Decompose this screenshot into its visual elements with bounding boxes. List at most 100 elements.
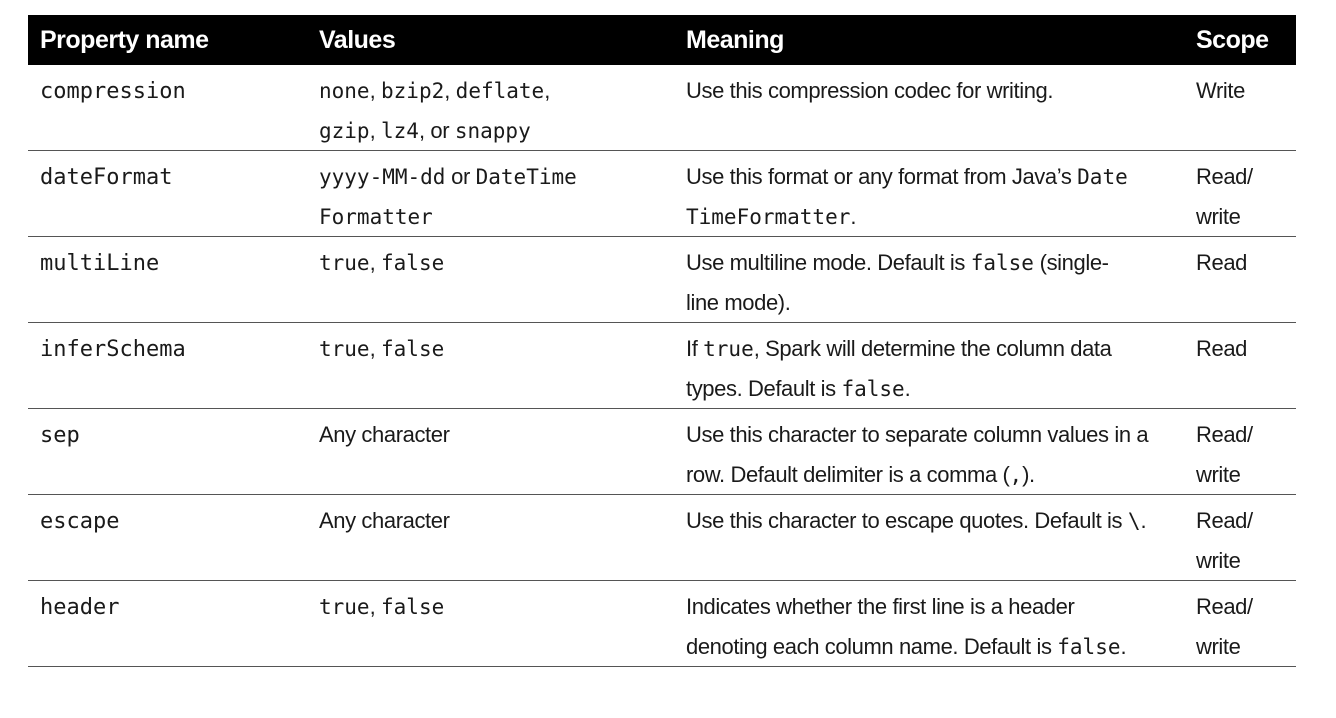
meaning-text: , Spark will determine the column data [753, 336, 1112, 361]
meaning-text: Use multiline mode. Default is [686, 250, 971, 275]
value-code: false [381, 337, 445, 361]
scope-cell: Read [1184, 323, 1296, 408]
table-row: sep Any character Use this character to … [28, 409, 1296, 495]
spark-csv-options-table: Property name Values Meaning Scope compr… [28, 15, 1296, 667]
property-cell: multiLine [28, 237, 307, 322]
value-text: Any character [319, 508, 450, 533]
value-code: true [319, 337, 370, 361]
scope-text: write [1196, 548, 1241, 573]
property-cell: sep [28, 409, 307, 494]
meaning-cell: Use multiline mode. Default is false (si… [674, 237, 1184, 322]
meaning-code: false [970, 251, 1034, 275]
property-cell: compression [28, 65, 307, 150]
property-cell: dateFormat [28, 151, 307, 236]
property-cell: header [28, 581, 307, 666]
value-code: DateTime [475, 165, 577, 189]
values-cell: none, bzip2, deflate, gzip, lz4, or snap… [307, 65, 674, 150]
meaning-code: Date [1077, 165, 1128, 189]
meaning-cell: Use this character to escape quotes. Def… [674, 495, 1184, 580]
meaning-code: true [703, 337, 754, 361]
values-cell: true, false [307, 323, 674, 408]
scope-cell: Write [1184, 65, 1296, 150]
property-name: inferSchema [40, 337, 186, 362]
meaning-text: Use this format or any format from Java’… [686, 164, 1078, 189]
property-name: multiLine [40, 251, 160, 276]
meaning-code: false [1057, 635, 1121, 659]
values-cell: true, false [307, 581, 674, 666]
value-code: false [381, 251, 445, 275]
scope-text: Read [1196, 336, 1247, 361]
meaning-cell: Indicates whether the first line is a he… [674, 581, 1184, 666]
meaning-text: (single- [1033, 250, 1109, 275]
property-name: sep [40, 423, 80, 448]
property-name: escape [40, 509, 120, 534]
value-separator: , [444, 78, 456, 103]
meaning-text: Indicates whether the first line is a he… [686, 594, 1075, 619]
header-meaning: Meaning [686, 25, 784, 54]
property-cell: escape [28, 495, 307, 580]
property-cell: inferSchema [28, 323, 307, 408]
value-code: Formatter [319, 205, 433, 229]
meaning-cell: Use this format or any format from Java’… [674, 151, 1184, 236]
table-row: compression none, bzip2, deflate, gzip, … [28, 65, 1296, 151]
value-separator: , [544, 78, 550, 103]
property-name: dateFormat [40, 165, 173, 190]
meaning-cell: Use this compression codec for writing. [674, 65, 1184, 150]
value-separator: or [445, 164, 476, 189]
value-code: none [319, 79, 370, 103]
meaning-text: line mode). [686, 290, 791, 315]
value-code: deflate [455, 79, 545, 103]
scope-text: write [1196, 634, 1241, 659]
header-values: Values [319, 25, 396, 54]
table-row: inferSchema true, false If true, Spark w… [28, 323, 1296, 409]
value-separator: , [369, 250, 382, 275]
meaning-text: . [904, 376, 911, 401]
meaning-text: row. Default delimiter is a comma ( [686, 462, 1010, 487]
value-code: snappy [454, 119, 531, 143]
value-code: false [381, 595, 445, 619]
values-cell: yyyy-MM-dd or DateTime Formatter [307, 151, 674, 236]
meaning-text: If [686, 336, 704, 361]
values-cell: true, false [307, 237, 674, 322]
table-row: dateFormat yyyy-MM-dd or DateTime Format… [28, 151, 1296, 237]
meaning-code: \ [1127, 509, 1141, 533]
scope-text: Read/ [1196, 508, 1253, 533]
header-scope: Scope [1196, 25, 1269, 54]
scope-text: Read [1196, 250, 1247, 275]
scope-cell: Read/ write [1184, 581, 1296, 666]
value-separator: , [369, 78, 382, 103]
table-row: multiLine true, false Use multiline mode… [28, 237, 1296, 323]
scope-cell: Read/ write [1184, 409, 1296, 494]
meaning-code: TimeFormatter [686, 205, 851, 229]
scope-cell: Read [1184, 237, 1296, 322]
value-code: true [319, 595, 370, 619]
meaning-text: ). [1022, 462, 1035, 487]
value-separator: , [369, 336, 382, 361]
table-header-row: Property name Values Meaning Scope [28, 15, 1296, 65]
value-separator: , [369, 594, 382, 619]
meaning-text: Use this character to escape quotes. Def… [686, 508, 1128, 533]
scope-text: Read/ [1196, 594, 1253, 619]
value-code: yyyy-MM-dd [319, 165, 446, 189]
scope-text: Read/ [1196, 164, 1253, 189]
value-text: Any character [319, 422, 450, 447]
meaning-text: . [850, 204, 857, 229]
value-code: lz4 [381, 119, 419, 143]
value-separator: , [369, 118, 382, 143]
property-name: header [40, 595, 120, 620]
value-separator: , or [418, 118, 455, 143]
meaning-text: . [1140, 508, 1147, 533]
property-name: compression [40, 79, 186, 104]
value-code: gzip [319, 119, 370, 143]
meaning-cell: Use this character to separate column va… [674, 409, 1184, 494]
meaning-code: false [841, 377, 905, 401]
meaning-cell: If true, Spark will determine the column… [674, 323, 1184, 408]
scope-text: write [1196, 204, 1241, 229]
table-row: header true, false Indicates whether the… [28, 581, 1296, 667]
meaning-text: types. Default is [686, 376, 842, 401]
header-property-name: Property name [40, 25, 209, 54]
meaning-text: Use this compression codec for writing. [686, 78, 1054, 103]
meaning-code: , [1009, 463, 1023, 487]
scope-cell: Read/ write [1184, 151, 1296, 236]
table-row: escape Any character Use this character … [28, 495, 1296, 581]
